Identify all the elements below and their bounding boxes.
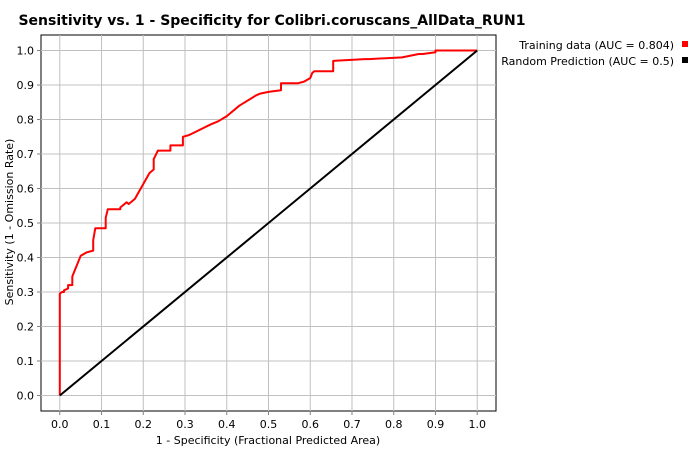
axis-ticks: 0.0 0.1 0.2 0.3 0.4 0.5 0.6 0.7 0.8 0.9 1.0 0.0 0.1 0… — [17, 45, 486, 431]
y-tick-label: 0.6 — [17, 183, 35, 196]
x-tick-label: 0.1 — [93, 418, 111, 431]
y-tick-label: 0.3 — [17, 286, 35, 299]
x-tick-label: 0.5 — [260, 418, 278, 431]
y-axis-label: Sensitivity (1 - Omission Rate) — [3, 139, 16, 306]
x-tick-label: 0.7 — [343, 418, 361, 431]
y-tick-label: 0.5 — [17, 217, 35, 230]
x-tick-label: 0.0 — [51, 418, 69, 431]
chart-title: Sensitivity vs. 1 - Specificity for Coli… — [18, 13, 525, 29]
y-tick-label: 0.7 — [17, 148, 35, 161]
training-data-line — [58, 49, 478, 396]
x-axis-label: 1 - Specificity (Fractional Predicted Ar… — [156, 434, 380, 447]
y-tick-label: 1.0 — [17, 45, 35, 58]
legend-swatch — [682, 57, 688, 63]
y-tick-label: 0.8 — [17, 114, 35, 127]
legend: Training data (AUC = 0.804) Random Predic… — [501, 39, 688, 68]
legend-label: Random Prediction (AUC = 0.5) — [501, 55, 674, 68]
y-tick-label: 0.0 — [17, 389, 35, 402]
x-tick-label: 1.0 — [468, 418, 486, 431]
x-tick-label: 0.3 — [176, 418, 194, 431]
legend-label: Training data (AUC = 0.804) — [518, 39, 674, 52]
y-tick-label: 0.4 — [17, 251, 35, 264]
x-tick-label: 0.9 — [427, 418, 445, 431]
legend-swatch — [682, 41, 688, 47]
series-lines — [58, 49, 478, 397]
x-tick-label: 0.6 — [301, 418, 319, 431]
y-tick-label: 0.2 — [17, 320, 35, 333]
x-tick-label: 0.2 — [135, 418, 153, 431]
y-tick-label: 0.9 — [17, 79, 35, 92]
x-tick-label: 0.8 — [385, 418, 403, 431]
x-tick-label: 0.4 — [218, 418, 236, 431]
random-prediction-line — [59, 49, 478, 397]
y-tick-label: 0.1 — [17, 355, 35, 368]
